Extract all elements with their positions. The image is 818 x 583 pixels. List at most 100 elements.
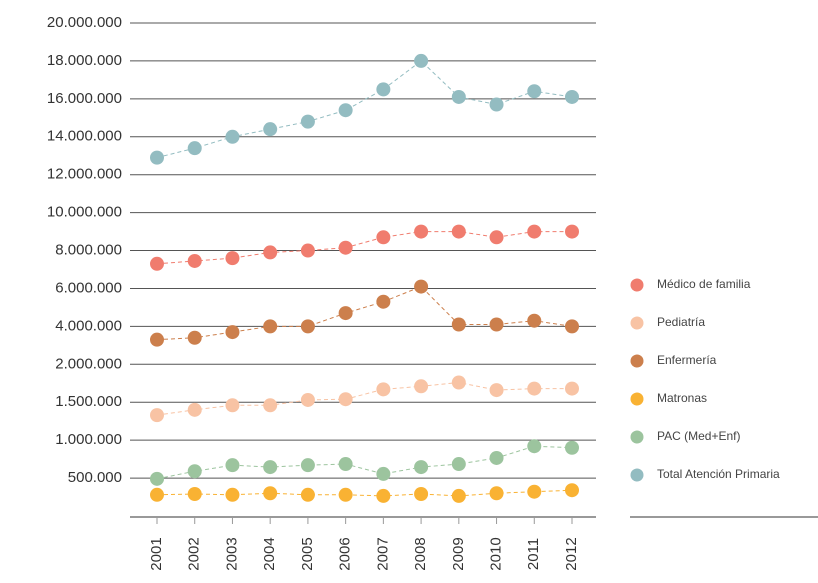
x-tick-label: 2010 [488, 537, 505, 570]
point [225, 398, 240, 413]
point [451, 488, 466, 503]
y-tick-label: 8.000.000 [55, 242, 122, 259]
legend-swatch [630, 392, 644, 406]
point [187, 402, 202, 417]
point [263, 398, 278, 413]
point [187, 487, 202, 502]
legend-label: Enfermería [657, 353, 717, 367]
point [565, 483, 579, 498]
point [187, 141, 202, 156]
point [414, 460, 429, 475]
point [527, 439, 542, 454]
legend-swatch [630, 468, 644, 482]
point [414, 379, 429, 394]
legend-swatch [630, 278, 644, 292]
x-tick-label: 2006 [337, 537, 354, 570]
point [376, 488, 391, 503]
point [150, 150, 164, 165]
legend-label: Médico de familia [657, 277, 751, 291]
y-tick-label: 12.000.000 [47, 166, 122, 183]
point [414, 224, 429, 239]
point [338, 306, 353, 321]
point [263, 245, 278, 260]
x-tick-label: 2008 [412, 537, 429, 570]
point [565, 89, 579, 104]
point [150, 471, 164, 486]
point [150, 256, 164, 271]
y-tick-label: 2.000.000 [55, 355, 122, 372]
legend-swatch [630, 430, 644, 444]
point [300, 114, 315, 129]
point [225, 325, 240, 340]
x-tick-label: 2007 [374, 537, 391, 570]
point [300, 487, 315, 502]
point [376, 382, 391, 397]
y-tick-label: 14.000.000 [47, 128, 122, 145]
point [150, 408, 164, 423]
y-tick-label: 10.000.000 [47, 204, 122, 221]
point [338, 487, 353, 502]
series-line [156, 231, 572, 265]
legend-label: Total Atención Primaria [657, 467, 780, 481]
point [263, 319, 278, 334]
legend-label: Pediatría [657, 315, 705, 329]
point [187, 330, 202, 345]
legend-label: Matronas [657, 391, 707, 405]
point [565, 381, 579, 396]
point [451, 317, 466, 332]
x-tick-label: 2002 [186, 537, 203, 570]
point [489, 450, 504, 465]
point [376, 466, 391, 481]
legend-swatch [630, 316, 644, 330]
point [263, 460, 278, 475]
point [489, 383, 504, 398]
point [376, 230, 391, 245]
point [565, 440, 579, 455]
point [414, 53, 429, 68]
point [527, 313, 542, 328]
y-tick-label: 4.000.000 [55, 317, 122, 334]
point [300, 392, 315, 407]
series-line [156, 445, 573, 480]
point [414, 279, 429, 294]
point [376, 294, 391, 309]
point [489, 97, 504, 112]
y-tick-label: 18.000.000 [47, 52, 122, 69]
point [489, 230, 504, 245]
y-tick-label: 6.000.000 [55, 279, 122, 296]
point [376, 82, 391, 97]
y-tick-label: 500.000 [68, 469, 122, 486]
point [338, 240, 353, 255]
point [187, 464, 202, 479]
point [565, 319, 579, 334]
point [527, 381, 542, 396]
y-tick-label: 1.500.000 [55, 393, 122, 410]
x-tick-label: 2005 [299, 537, 316, 570]
point [225, 129, 240, 144]
point [225, 458, 240, 473]
x-tick-label: 2004 [261, 537, 278, 570]
point [527, 224, 542, 239]
point [300, 319, 315, 334]
x-tick-label: 2011 [525, 538, 542, 570]
series-line [156, 489, 573, 497]
series-line [156, 285, 573, 341]
point [527, 484, 542, 499]
point [451, 375, 466, 390]
legend-label: PAC (Med+Enf) [657, 429, 740, 443]
point [150, 487, 164, 502]
legend-swatch [630, 354, 644, 368]
point [263, 122, 278, 137]
series-line [156, 60, 573, 159]
point [451, 224, 466, 239]
point [300, 243, 315, 258]
point [338, 392, 353, 407]
point [150, 332, 164, 347]
y-tick-label: 20.000.000 [47, 14, 122, 31]
point [263, 486, 278, 501]
x-tick-label: 2001 [148, 537, 165, 570]
point [225, 487, 240, 502]
point [338, 103, 353, 118]
x-tick-label: 2012 [563, 537, 580, 570]
